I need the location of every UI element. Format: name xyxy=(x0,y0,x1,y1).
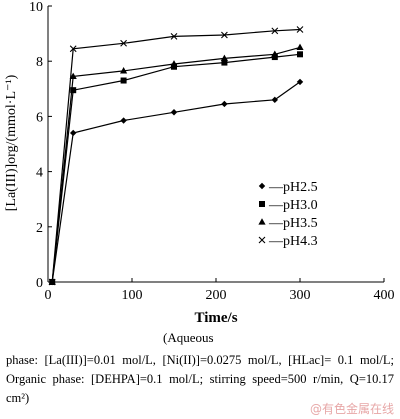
legend-item: —pH2.5 xyxy=(258,180,318,195)
data-point xyxy=(296,43,304,50)
legend-marker xyxy=(258,218,266,225)
legend-item: —pH3.0 xyxy=(259,198,318,213)
y-tick-label: 10 xyxy=(29,0,43,15)
y-tick-label: 4 xyxy=(36,166,43,181)
series-pH4.3 xyxy=(48,26,304,286)
legend-marker xyxy=(258,182,266,190)
data-point xyxy=(120,39,127,47)
legend: —pH2.5 —pH3.0 —pH3.5 —pH4.3 xyxy=(258,180,318,249)
data-point xyxy=(271,96,278,104)
data-point xyxy=(120,67,128,74)
data-point xyxy=(271,27,279,35)
x-tick-label: 200 xyxy=(206,288,227,303)
data-point xyxy=(170,60,178,67)
data-point xyxy=(170,32,178,40)
data-point xyxy=(296,26,304,33)
series-pH3.5 xyxy=(48,43,304,285)
legend-label: —pH3.5 xyxy=(268,216,318,231)
series-layer xyxy=(48,26,304,286)
data-point xyxy=(297,51,303,58)
data-point xyxy=(70,87,77,94)
x-tick-label: 400 xyxy=(374,288,395,303)
watermark: @有色金属在线 xyxy=(309,402,394,416)
data-point xyxy=(271,50,279,57)
y-tick-label: 8 xyxy=(36,55,43,70)
axes xyxy=(47,6,384,283)
data-point xyxy=(271,54,278,61)
data-point xyxy=(69,45,77,53)
y-tick-label: 0 xyxy=(36,276,43,291)
y-tick-label: 2 xyxy=(36,221,43,236)
tick-labels: 0 100 200 300 400 0 2 4 6 8 10 xyxy=(29,0,395,303)
legend-label: —pH3.0 xyxy=(268,198,318,213)
data-point xyxy=(120,117,127,124)
series-line xyxy=(51,46,301,283)
x-tick-label: 100 xyxy=(122,288,143,303)
legend-item: —pH4.3 xyxy=(258,234,318,249)
data-point xyxy=(69,72,77,79)
data-point xyxy=(170,109,178,116)
legend-label: —pH2.5 xyxy=(268,180,318,195)
caption-text: phase: [La(III)]=0.01 mol/L, [Ni(II)]=0.… xyxy=(6,353,394,405)
legend-label: —pH4.3 xyxy=(268,234,318,249)
caption-opening: (Aqueous xyxy=(163,330,214,345)
series-line xyxy=(51,53,301,283)
data-point xyxy=(171,63,177,70)
series-pH3.0 xyxy=(49,51,303,285)
x-tick-label: 0 xyxy=(45,288,52,303)
data-point xyxy=(70,129,77,137)
legend-item: —pH3.5 xyxy=(258,216,318,231)
data-point xyxy=(221,100,228,108)
legend-marker xyxy=(259,201,265,207)
y-tick-label: 6 xyxy=(36,110,43,125)
series-pH2.5 xyxy=(49,78,304,286)
y-axis-label: [La(III)]org/(mmol·L⁻¹) xyxy=(4,74,19,211)
x-axis-label: Time/s xyxy=(194,310,237,326)
data-point xyxy=(221,59,228,66)
x-tick-label: 300 xyxy=(290,288,311,303)
data-point xyxy=(120,77,127,84)
data-point xyxy=(221,31,228,39)
data-point xyxy=(48,278,56,286)
legend-marker xyxy=(258,236,266,244)
data-point xyxy=(220,54,228,62)
figure-caption: phase: [La(III)]=0.01 mol/L, [Ni(II)]=0.… xyxy=(6,351,394,408)
data-point xyxy=(296,78,304,86)
